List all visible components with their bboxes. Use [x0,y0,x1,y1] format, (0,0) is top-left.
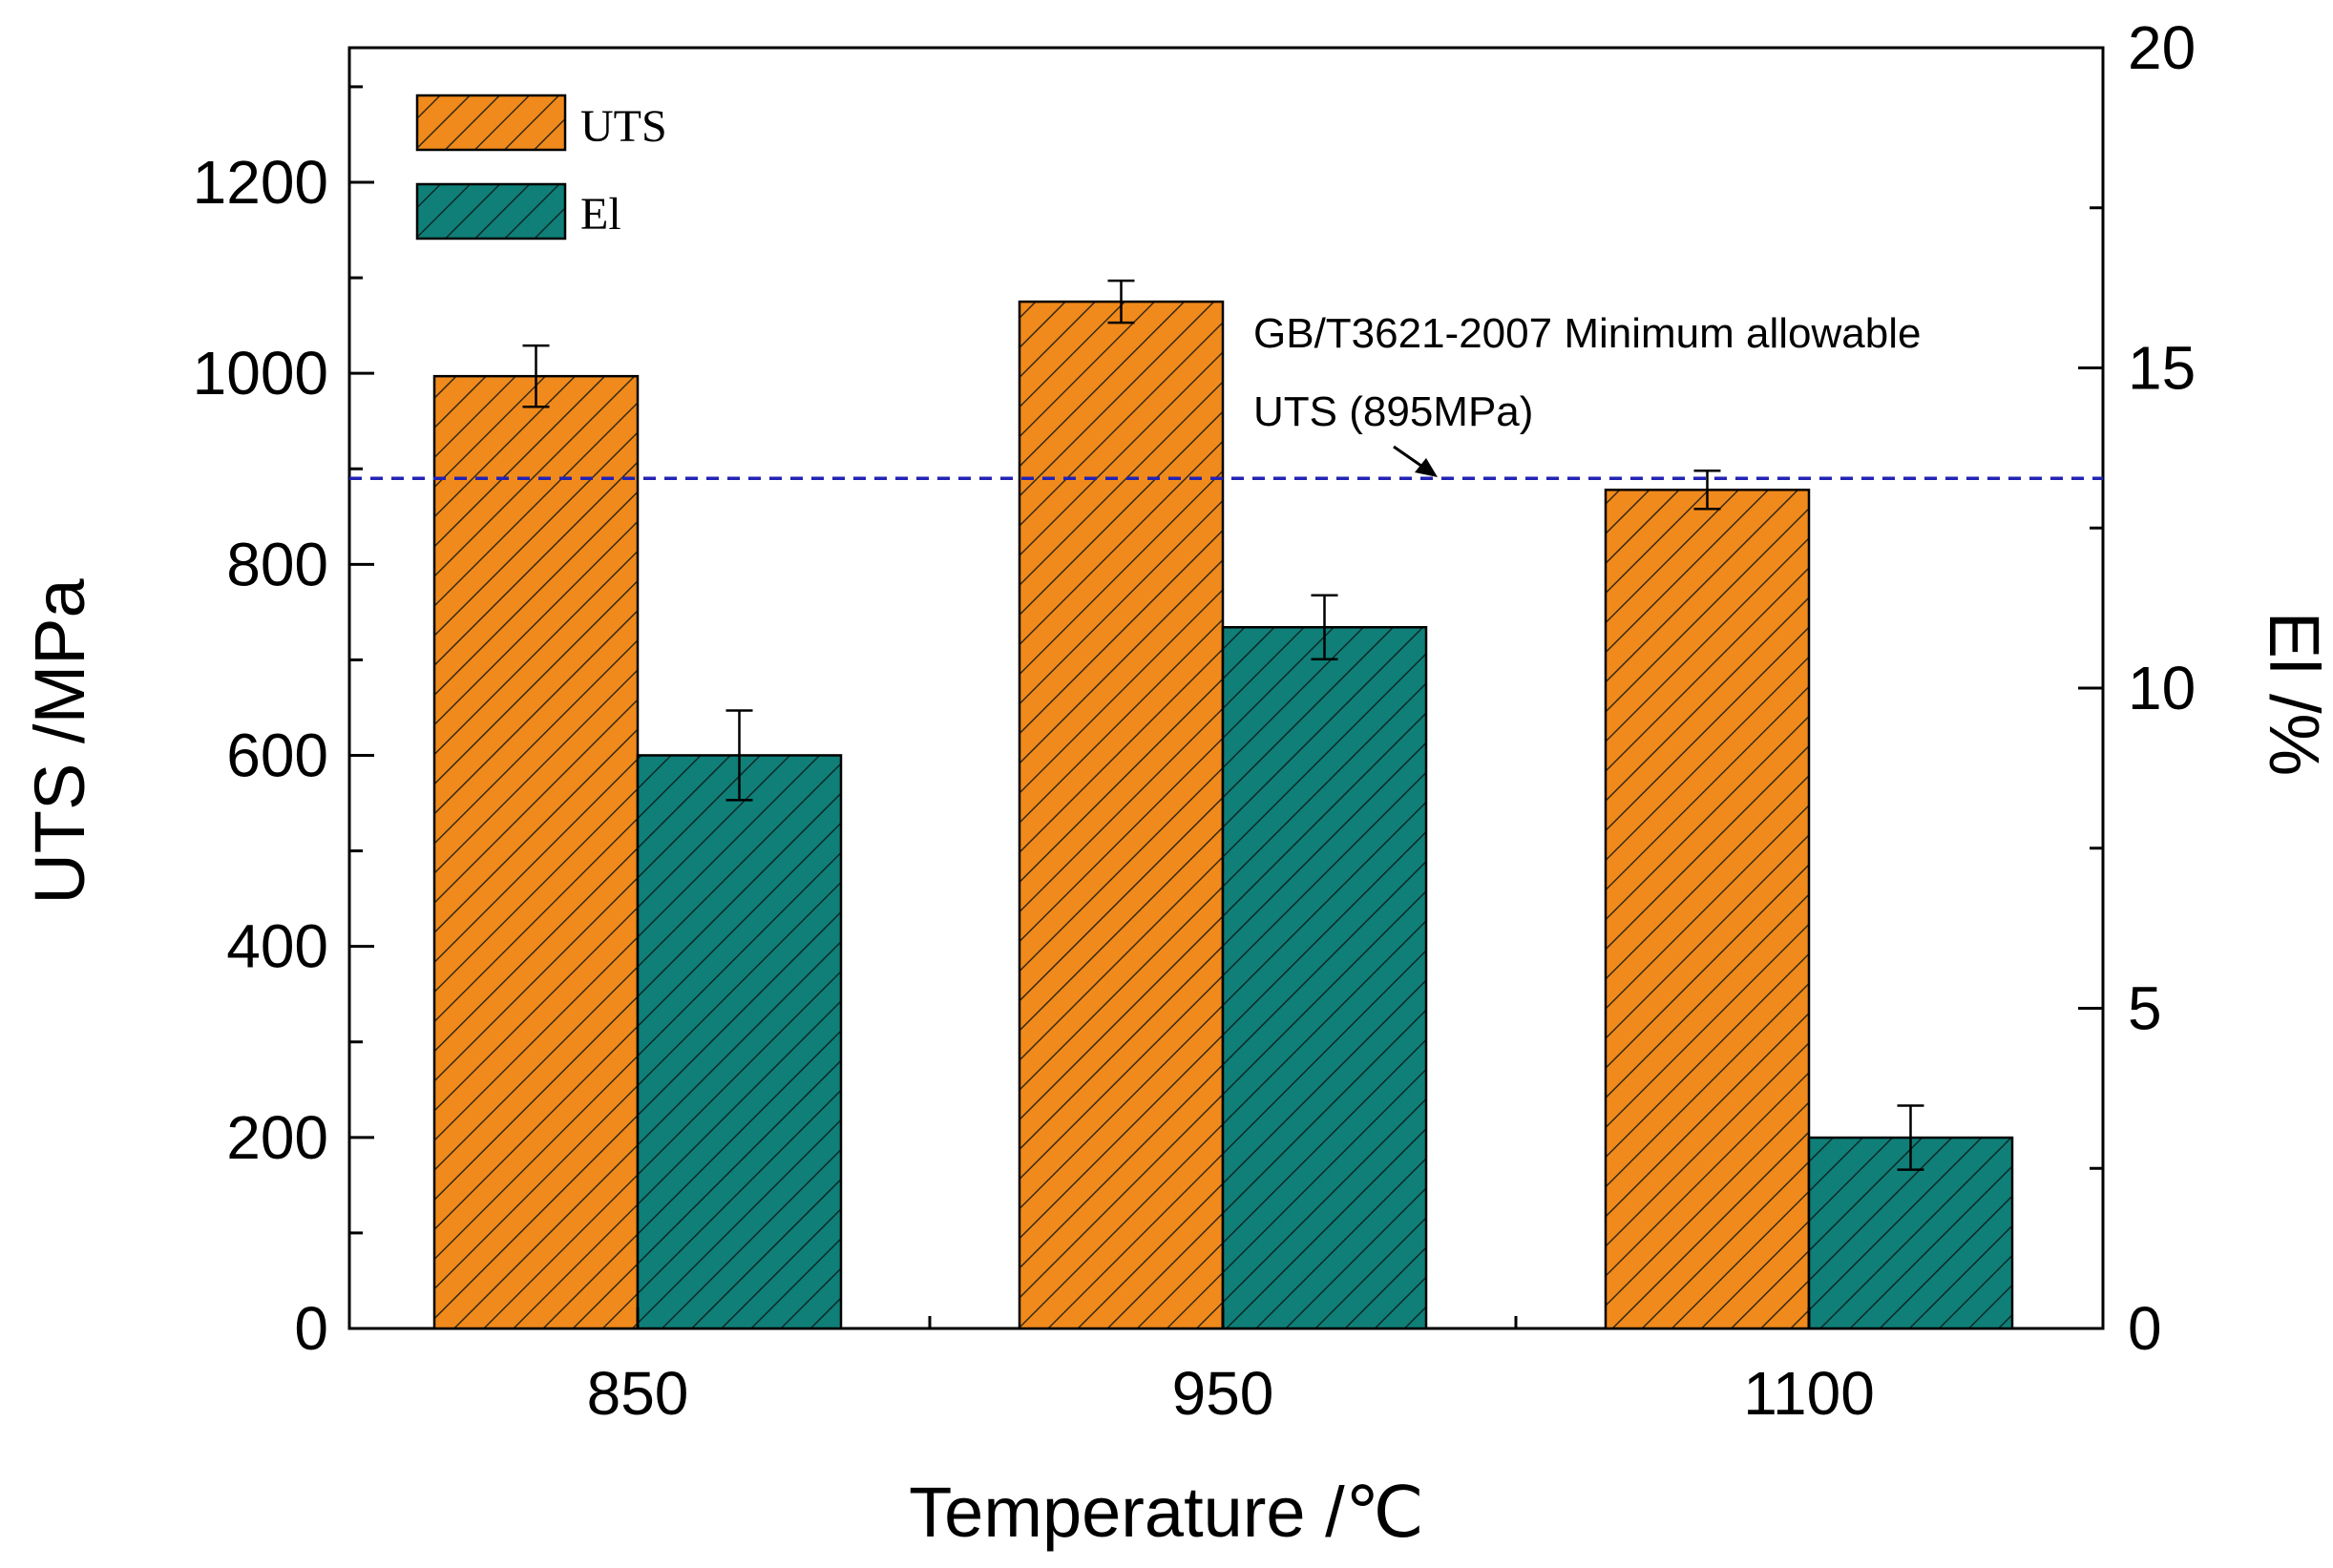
y-left-tick-label-1000: 1000 [193,339,328,408]
y-right-tick-label-15: 15 [2128,334,2196,403]
x-axis-title: Temperature /℃ [909,1473,1424,1552]
y-left-tick-label-400: 400 [226,912,328,981]
legend-swatch-el [415,182,567,240]
error-bar-el-1100 [1897,1104,1924,1171]
legend-label-uts: UTS [580,101,667,152]
y-axis-title-left: UTS /MPa [20,578,99,905]
y-axis-title-right: El /% [2255,612,2333,777]
y-right-tick-label-5: 5 [2128,974,2162,1043]
x-tick-label-950: 950 [1172,1359,1274,1428]
error-bar-el-950 [1311,594,1338,661]
y-left-tick-label-200: 200 [226,1103,328,1172]
y-left-tick-label-0: 0 [294,1294,328,1363]
error-bars-layer [522,279,1924,1171]
legend-label-el: El [580,189,621,240]
error-bar-uts-850 [522,344,550,408]
bar-el-950 [1221,626,1428,1330]
y-left-tick-label-800: 800 [226,530,328,598]
reference-arrow [1393,445,1438,477]
y-right-tick-label-10: 10 [2128,654,2196,722]
bar-uts-1100 [1604,489,1811,1330]
y-right-tick-label-0: 0 [2128,1294,2162,1363]
y-right-tick-label-20: 20 [2128,13,2196,82]
axes-ticks-layer: 0 200 400 600 800 1000 1200 0 5 10 15 20 850 950 1100 [193,13,2196,1428]
x-tick-label-1100: 1100 [1743,1359,1875,1428]
x-tick-label-850: 850 [587,1359,689,1428]
legend-swatch-uts [415,94,567,152]
bar-uts-850 [432,374,640,1330]
error-bar-uts-1100 [1693,470,1721,511]
bar-uts-950 [1018,300,1225,1330]
bars-layer [432,300,2014,1330]
error-bar-uts-950 [1107,279,1135,324]
bar-el-850 [636,754,843,1330]
reference-label-line1: GB/T3621-2007 Minimum allowable [1253,310,1921,357]
y-left-tick-label-1200: 1200 [193,148,328,217]
error-bar-el-850 [725,709,753,802]
legend: UTS El [415,94,667,240]
y-left-tick-label-600: 600 [226,721,328,790]
reference-label-line2: UTS (895MPa) [1253,388,1533,435]
